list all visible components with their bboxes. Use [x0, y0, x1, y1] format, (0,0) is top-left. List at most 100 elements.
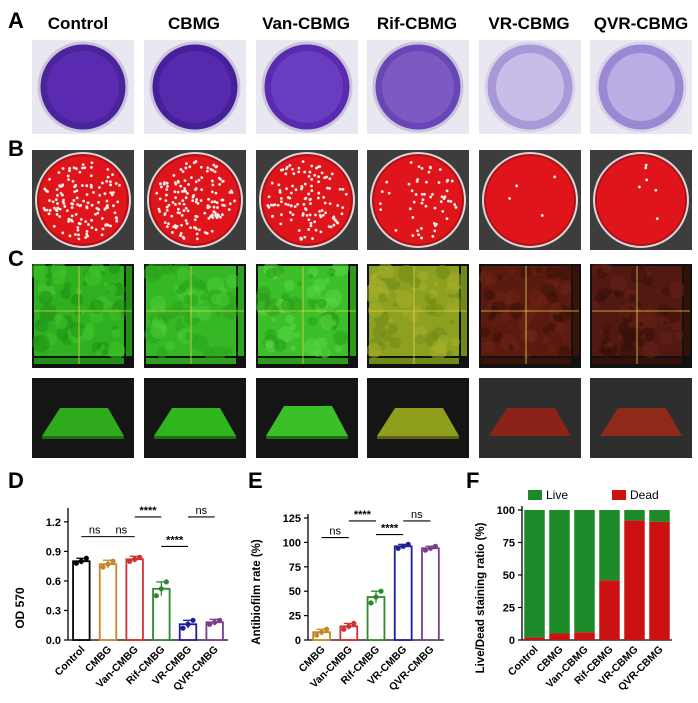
legend-label-dead: Dead — [630, 488, 659, 502]
data-point — [100, 564, 106, 570]
data-point — [400, 543, 406, 549]
y-tick-label: 0.3 — [46, 605, 61, 617]
chart-e-antibiofilm: Antibiofilm rate (%) 0255075100125CMBGVa… — [251, 509, 444, 693]
y-tick-label: 25 — [503, 603, 515, 615]
column-header-control: Control — [47, 14, 109, 33]
data-point — [314, 632, 320, 638]
bar-dead — [549, 633, 570, 640]
panel-label-b: B — [8, 136, 24, 161]
confocal-3d-control — [32, 378, 134, 458]
data-point — [127, 558, 133, 564]
y-tick-label: 25 — [289, 611, 301, 623]
significance-label: ns — [89, 525, 101, 537]
chart-d-od570: OD 570 0.00.30.60.91.2ControlCMBGVan-CMB… — [13, 505, 228, 693]
confocal-3d-rif-cbmg — [367, 378, 469, 458]
column-header-qvr-cbmg: QVR-CBMG — [593, 14, 689, 33]
bar-live — [549, 510, 570, 634]
significance-label: ns — [329, 526, 341, 538]
data-point — [78, 558, 84, 564]
bar-dead — [524, 637, 545, 640]
column-header-van-cbmg: Van-CBMG — [262, 14, 350, 33]
bar-live — [649, 510, 670, 522]
data-point — [432, 543, 438, 549]
bar-live — [574, 510, 595, 633]
data-point — [324, 626, 330, 632]
y-tick-label: 125 — [283, 513, 301, 525]
data-point — [351, 620, 357, 627]
significance-label: **** — [381, 523, 399, 535]
bar — [393, 545, 413, 641]
blood-agar-plate-van-cbmg — [256, 150, 358, 250]
column-header-rif-cbmg: Rif-CBMG — [376, 14, 458, 33]
chart-f-ylabel: Live/Dead staining ratio (%) — [475, 522, 487, 673]
bar — [421, 547, 440, 641]
y-tick-label: 75 — [503, 538, 515, 550]
data-point — [378, 588, 384, 594]
data-point — [73, 560, 79, 566]
data-point — [319, 629, 325, 635]
confocal-3d-vr-cbmg — [479, 378, 581, 458]
significance-label: ns — [116, 525, 128, 537]
y-tick-label: 75 — [289, 562, 301, 574]
panel-label-c: C — [8, 246, 24, 271]
data-point — [83, 555, 89, 561]
bar — [98, 563, 118, 641]
panel-label-e: E — [248, 468, 263, 493]
blood-agar-plate-qvr-cbmg — [590, 150, 692, 250]
data-point — [132, 556, 138, 562]
confocal-image-van-cbmg — [252, 259, 358, 368]
bar-live — [599, 510, 620, 581]
data-point — [163, 579, 169, 585]
data-point — [217, 617, 223, 623]
blood-agar-plate-control — [32, 150, 134, 250]
crystal-violet-dish-rif-cbmg — [367, 40, 469, 134]
y-tick-label: 0.0 — [46, 635, 61, 647]
bar — [125, 558, 144, 641]
blood-agar-plate-rif-cbmg — [367, 150, 469, 250]
confocal-image-qvr-cbmg — [590, 261, 692, 368]
crystal-violet-dish-qvr-cbmg — [590, 40, 692, 134]
y-tick-label: 100 — [497, 505, 515, 517]
confocal-image-vr-cbmg — [478, 263, 581, 368]
bar-live — [524, 510, 545, 638]
bar-dead — [649, 521, 670, 640]
legend-swatch-dead — [612, 490, 626, 500]
data-point — [190, 617, 196, 623]
crystal-violet-dish-cbmg — [144, 40, 246, 134]
panel-label-f: F — [466, 468, 480, 493]
chart-f-live-dead: Live/Dead staining ratio (%) 0 25 50 75 100 C… — [475, 488, 672, 693]
significance-label: ns — [411, 509, 423, 521]
data-point — [153, 593, 159, 599]
significance-label: **** — [166, 534, 184, 546]
data-point — [185, 621, 191, 627]
column-header-cbmg: CBMG — [168, 14, 220, 33]
data-point — [368, 600, 374, 606]
data-point — [158, 586, 164, 592]
blood-agar-plate-cbmg — [144, 150, 246, 250]
legend-label-live: Live — [546, 488, 568, 502]
confocal-3d-cbmg — [144, 378, 246, 458]
data-point — [422, 547, 428, 553]
x-tick-label: Control — [53, 644, 88, 679]
y-tick-label: 50 — [503, 570, 515, 582]
data-point — [341, 626, 347, 632]
x-tick-label: Control — [506, 644, 541, 679]
panel-label-d: D — [8, 468, 24, 493]
y-tick-label: 0.6 — [46, 576, 61, 588]
data-point — [373, 594, 379, 600]
confocal-image-control — [30, 261, 134, 368]
y-tick-label: 100 — [283, 537, 301, 549]
data-point — [427, 545, 433, 551]
data-point — [395, 545, 401, 551]
significance-label: ns — [196, 505, 208, 517]
confocal-image-rif-cbmg — [363, 262, 469, 368]
significance-label: **** — [139, 505, 157, 517]
y-tick-label: 0 — [295, 635, 301, 647]
y-tick-label: 0 — [509, 635, 515, 647]
legend-swatch-live — [528, 490, 542, 500]
data-point — [405, 541, 411, 547]
data-point — [110, 558, 116, 564]
data-point — [346, 623, 352, 629]
bar — [72, 560, 91, 641]
data-point — [212, 619, 218, 625]
